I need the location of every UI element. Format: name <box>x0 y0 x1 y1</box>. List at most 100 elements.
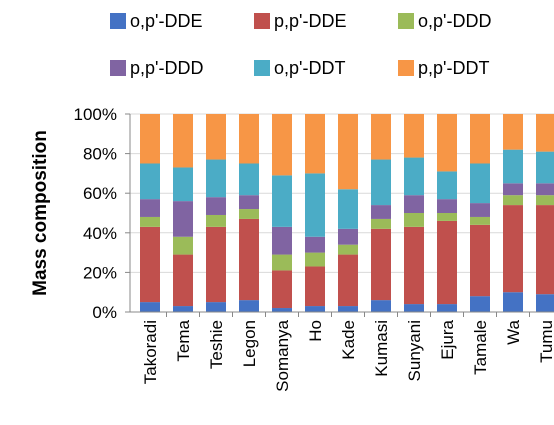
legend-label: o,p'-DDE <box>130 11 202 31</box>
bar-segment <box>503 149 523 184</box>
legend-swatch <box>254 60 270 76</box>
bar-segment <box>239 300 259 312</box>
bar-segment <box>536 195 554 206</box>
y-tick-label: 20% <box>83 263 117 282</box>
x-tick-label: Sunyani <box>405 320 424 381</box>
bar-segment <box>305 114 325 174</box>
bar-segment <box>338 189 358 229</box>
bar-segment <box>437 114 457 172</box>
bar-segment <box>503 292 523 312</box>
bar-segment <box>404 304 424 312</box>
bar-segment <box>239 163 259 196</box>
bar-segment <box>536 151 554 184</box>
bar-segment <box>140 226 160 303</box>
bar-segment <box>536 205 554 295</box>
y-axis-label: Mass composition <box>30 130 51 296</box>
bar-segment <box>305 252 325 267</box>
bar-segment <box>404 213 424 227</box>
bar-segment <box>503 114 523 150</box>
bar-segment <box>140 163 160 200</box>
bar-segment <box>437 304 457 312</box>
bar-segment <box>371 300 391 312</box>
bar-segment <box>239 209 259 219</box>
x-tick-label: Wa <box>504 319 523 344</box>
bar-segment <box>371 205 391 219</box>
x-tick-label: Somanya <box>273 319 292 391</box>
x-tick-label: Legon <box>240 320 259 367</box>
bar-segment <box>404 157 424 196</box>
bar-segment <box>338 114 358 190</box>
legend-swatch <box>254 13 270 29</box>
axes <box>129 114 554 313</box>
y-tick-label: 80% <box>83 145 117 164</box>
bar-segment <box>305 236 325 253</box>
x-tick-label: Kumasi <box>372 320 391 377</box>
x-tick-label: Tumu <box>537 320 554 363</box>
bars <box>140 114 554 312</box>
bar-segment <box>272 308 292 312</box>
bar-segment <box>437 213 457 221</box>
bar-segment <box>206 197 226 215</box>
bar-segment <box>173 306 193 312</box>
bar-segment <box>272 114 292 176</box>
bar-segment <box>206 302 226 312</box>
bar-segment <box>206 226 226 303</box>
x-tick-label: Kade <box>339 320 358 360</box>
legend-swatch <box>398 13 414 29</box>
bar-segment <box>206 114 226 160</box>
bar-segment <box>437 171 457 200</box>
legend-swatch <box>110 60 126 76</box>
bar-segment <box>371 218 391 229</box>
bar-segment <box>338 228 358 245</box>
bar-segment <box>206 159 226 198</box>
bar-segment <box>470 203 490 217</box>
bar-segment <box>173 254 193 307</box>
legend: o,p'-DDE p,p'-DDE o,p'-DDD p,p'-DDD o,p'-DDT… <box>110 11 491 78</box>
x-tick-label: Ho <box>306 320 325 342</box>
y-tick-labels: 0% 20% 40% 60% 80% 100% <box>74 105 130 322</box>
bar-segment <box>239 218 259 301</box>
bar-segment <box>272 226 292 255</box>
bar-segment <box>338 254 358 307</box>
bar-segment <box>239 114 259 164</box>
bar-segment <box>470 224 490 297</box>
bar-segment <box>272 254 292 271</box>
x-tick-label: Tamale <box>471 320 490 375</box>
bar-segment <box>272 175 292 227</box>
bar-segment <box>536 183 554 196</box>
bar-segment <box>140 216 160 227</box>
x-tick-label: Tema <box>174 319 193 361</box>
x-tick-label: Takoradi <box>141 320 160 384</box>
bar-segment <box>404 195 424 213</box>
bar-segment <box>140 114 160 164</box>
bar-segment <box>470 296 490 312</box>
bar-segment <box>470 114 490 164</box>
x-tick-label: Ejura <box>438 319 457 359</box>
bar-segment <box>173 167 193 202</box>
legend-label: p,p'-DDD <box>130 58 203 78</box>
legend-label: o,p'-DDD <box>418 11 491 31</box>
bar-segment <box>272 270 292 309</box>
legend-label: o,p'-DDT <box>274 58 345 78</box>
y-tick-label: 100% <box>74 105 117 124</box>
bar-segment <box>437 220 457 305</box>
bar-segment <box>305 306 325 312</box>
bar-segment <box>371 114 391 160</box>
bar-segment <box>173 201 193 237</box>
bar-segment <box>437 199 457 213</box>
x-tick-labels: Takoradi Tema Teshie Legon Somanya Ho Kade Kuma… <box>141 312 554 392</box>
bar-segment <box>173 114 193 168</box>
legend-label: p,p'-DDT <box>418 58 489 78</box>
bar-segment <box>173 236 193 255</box>
bar-segment <box>140 199 160 217</box>
x-tick-label: Teshie <box>207 320 226 369</box>
legend-swatch <box>398 60 414 76</box>
bar-segment <box>503 195 523 206</box>
legend-swatch <box>110 13 126 29</box>
bar-segment <box>371 228 391 301</box>
bar-segment <box>371 159 391 206</box>
bar-segment <box>470 216 490 225</box>
bar-segment <box>503 183 523 196</box>
y-tick-label: 0% <box>92 303 117 322</box>
